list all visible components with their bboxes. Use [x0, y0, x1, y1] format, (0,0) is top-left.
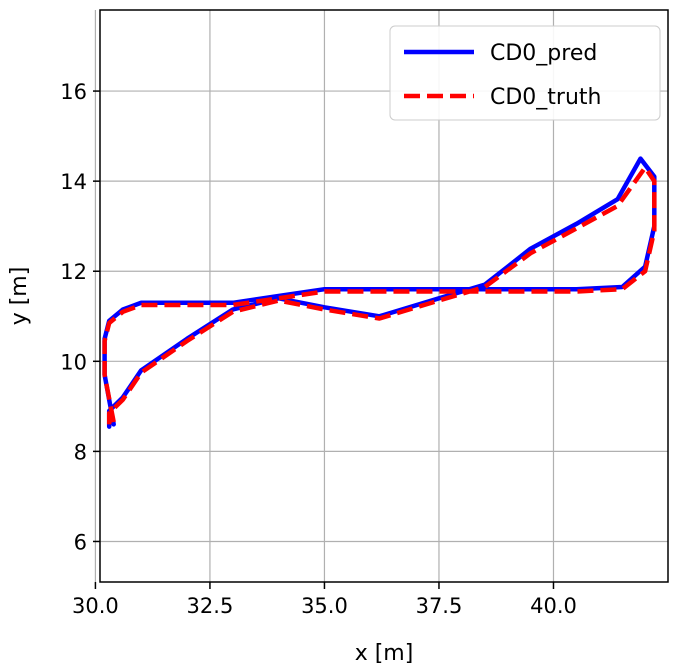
- tick-marks: [93, 90, 555, 589]
- x-tick-label: 40.0: [530, 594, 577, 618]
- legend-label-truth: CD0_truth: [490, 85, 601, 110]
- y-tick-label: 6: [74, 530, 87, 554]
- y-tick-label: 12: [60, 260, 87, 284]
- series-line-truth: [102, 165, 657, 425]
- grid: [94, 10, 668, 582]
- y-tick-label: 10: [60, 350, 87, 374]
- y-axis-label: y [m]: [7, 267, 32, 326]
- y-tick-label: 16: [60, 80, 87, 104]
- tick-labels: 30.0 32.5 35.0 37.5 40.0 6 8 10 12 14 16: [60, 80, 577, 618]
- x-tick-label: 32.5: [187, 594, 234, 618]
- legend: CD0_pred CD0_truth: [389, 25, 661, 121]
- x-axis-label: x [m]: [355, 641, 414, 666]
- legend-label-pred: CD0_pred: [490, 41, 597, 66]
- x-tick-label: 35.0: [301, 594, 348, 618]
- series-layer: [102, 156, 657, 429]
- y-tick-label: 8: [74, 440, 87, 464]
- x-tick-label: 37.5: [416, 594, 463, 618]
- plot-frame: [99, 9, 669, 583]
- x-tick-label: 30.0: [72, 594, 119, 618]
- y-tick-label: 14: [60, 170, 87, 194]
